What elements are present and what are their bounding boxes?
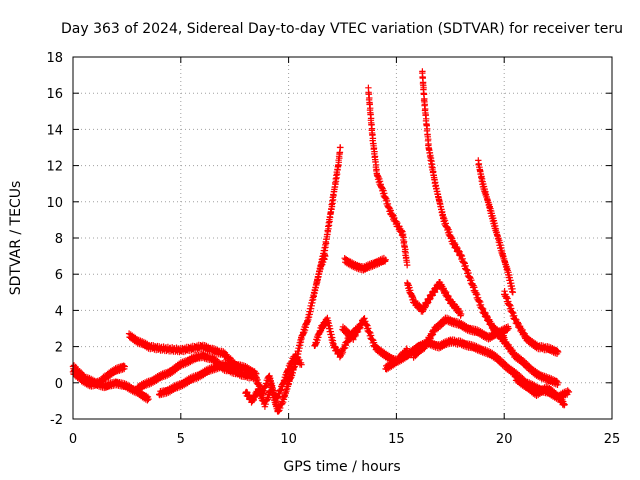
y-tick-label: 0: [55, 377, 63, 392]
y-tick-label: 4: [55, 304, 63, 319]
data-points: [69, 68, 573, 415]
series-track-13: [365, 84, 411, 269]
data-point-markers: [313, 144, 344, 287]
y-tick-label: 16: [46, 87, 63, 102]
series-track-12: [341, 254, 389, 274]
x-tick-label: 0: [69, 432, 77, 447]
data-point-markers: [404, 279, 465, 319]
series-track-15: [419, 68, 508, 342]
series-track-3: [125, 330, 260, 379]
data-point-markers: [156, 359, 238, 399]
data-point-markers: [511, 373, 573, 403]
x-axis-label: GPS time / hours: [283, 459, 400, 475]
series-track-19: [490, 324, 562, 388]
data-point-markers: [365, 84, 411, 269]
y-tick-label: 10: [46, 196, 63, 211]
axis-ticks: 0 5 10 15 20 25 -2 0 2 4 6 8 10 12 14 16 18: [46, 51, 620, 447]
y-tick-label: 18: [46, 51, 63, 66]
grid-lines: [73, 57, 612, 419]
data-point-markers: [490, 324, 562, 388]
chart-title: Day 363 of 2024, Sidereal Day-to-day VTE…: [61, 21, 623, 37]
y-tick-label: 12: [46, 160, 63, 175]
series-track-5: [156, 359, 238, 399]
data-point-markers: [125, 330, 260, 379]
series-track-14: [404, 279, 465, 319]
series-track-17: [475, 157, 517, 296]
data-point-markers: [475, 157, 517, 296]
y-tick-label: -2: [50, 413, 63, 428]
y-tick-label: 2: [55, 341, 63, 356]
x-tick-label: 15: [388, 432, 405, 447]
x-tick-label: 5: [177, 432, 185, 447]
y-tick-label: 8: [55, 232, 63, 247]
data-point-markers: [419, 68, 508, 342]
x-tick-label: 25: [604, 432, 621, 447]
y-axis-label: SDTVAR / TECUs: [8, 181, 24, 296]
series-track-9: [313, 144, 344, 287]
x-tick-label: 10: [280, 432, 297, 447]
data-point-markers: [341, 254, 389, 274]
data-point-markers: [501, 288, 562, 357]
x-tick-label: 20: [496, 432, 513, 447]
series-track-20: [501, 288, 562, 357]
y-tick-label: 14: [46, 123, 63, 138]
series-track-21: [511, 373, 573, 403]
y-tick-label: 6: [55, 268, 63, 283]
